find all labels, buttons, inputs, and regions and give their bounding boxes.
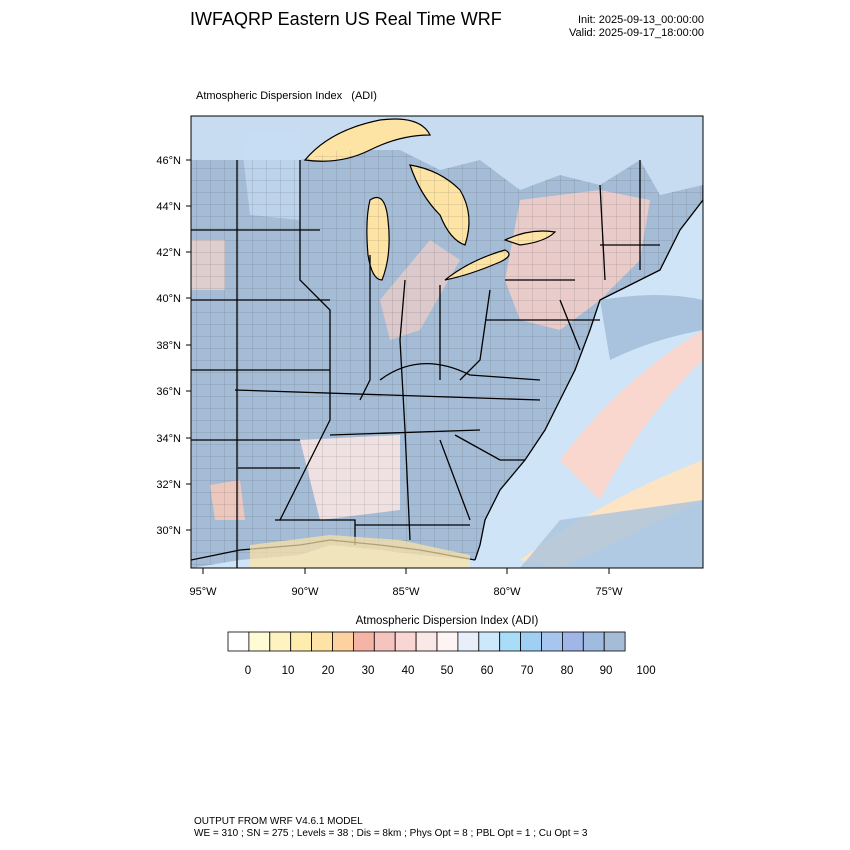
ocean-blue-patch <box>600 295 703 360</box>
lat-label-32: 32°N <box>156 479 181 491</box>
colorbar-box <box>290 631 313 652</box>
lat-label-40: 40°N <box>156 293 181 305</box>
colorbar-box <box>394 631 417 652</box>
lat-label-30: 30°N <box>156 525 181 537</box>
cbar-label-40: 40 <box>402 665 415 677</box>
cbar-label-30: 30 <box>362 665 375 677</box>
lat-label-36: 36°N <box>156 386 181 398</box>
county-boundaries <box>191 150 703 568</box>
cbar-label-0: 0 <box>245 665 251 677</box>
colorbar-box <box>562 631 584 652</box>
colorbar-box <box>227 631 250 652</box>
cbar-label-80: 80 <box>561 665 574 677</box>
coastline <box>474 185 703 561</box>
cbar-label-20: 20 <box>322 665 335 677</box>
colorbar-box <box>311 631 333 652</box>
footer-config-line: WE = 310 ; SN = 275 ; Levels = 38 ; Dis … <box>194 828 588 839</box>
colorbar-box <box>415 631 438 652</box>
colorbar-box <box>541 631 563 652</box>
gulf-coast-strip <box>250 535 470 568</box>
colorbar <box>227 631 626 652</box>
cbar-label-90: 90 <box>600 665 613 677</box>
main-title: IWFAQRP Eastern US Real Time WRF <box>190 9 502 29</box>
colorbar-box <box>457 631 480 652</box>
canada-land <box>191 116 703 195</box>
lat-label-46: 46°N <box>156 155 181 167</box>
colorbar-box <box>436 631 459 652</box>
lon-tick <box>202 568 610 574</box>
colorbar-box <box>582 631 605 652</box>
colorbar-box <box>332 631 354 652</box>
colorbar-box <box>373 631 396 652</box>
lon-label-80: 80°W <box>493 586 521 598</box>
lon-axis: 95°W 90°W 85°W 80°W 75°W <box>189 568 623 598</box>
plot-title: Atmospheric Dispersion Index (ADI) <box>196 90 377 102</box>
lat-label-34: 34°N <box>156 433 181 445</box>
lon-label-85: 85°W <box>392 586 420 598</box>
cbar-label-10: 10 <box>282 665 295 677</box>
lat-tick <box>186 159 191 531</box>
cbar-label-50: 50 <box>441 665 454 677</box>
lon-label-90: 90°W <box>291 586 319 598</box>
colorbar-box <box>520 631 542 652</box>
ocean-warm-band <box>560 330 703 500</box>
map-area <box>191 116 703 568</box>
lat-label-44: 44°N <box>156 201 181 213</box>
colorbar-box <box>269 631 292 652</box>
cbar-label-60: 60 <box>481 665 494 677</box>
cbar-label-70: 70 <box>521 665 534 677</box>
init-time: Init: 2025-09-13_00:00:00 <box>578 14 704 26</box>
colorbar-box <box>352 631 375 652</box>
lon-label-75: 75°W <box>595 586 623 598</box>
ocean-blue-patch-2 <box>520 500 703 568</box>
lat-axis: 46°N 44°N 42°N 40°N 38°N 36°N 34°N 32°N … <box>156 155 191 537</box>
lon-label-95: 95°W <box>189 586 217 598</box>
valid-time: Valid: 2025-09-17_18:00:00 <box>569 27 704 39</box>
lat-label-38: 38°N <box>156 340 181 352</box>
colorbar-title: Atmospheric Dispersion Index (ADI) <box>355 615 539 627</box>
colorbar-box <box>478 631 501 652</box>
footer-model-line: OUTPUT FROM WRF V4.6.1 MODEL <box>194 816 363 827</box>
colorbar-box <box>499 631 522 652</box>
colorbar-box <box>603 631 626 652</box>
plot-frame <box>190 115 704 569</box>
lat-label-42: 42°N <box>156 247 181 259</box>
cbar-label-100: 100 <box>636 665 655 677</box>
state-boundaries <box>191 160 660 568</box>
colorbar-labels: 0 10 20 30 40 50 60 70 80 90 100 <box>245 665 656 677</box>
colorbar-box <box>248 631 271 652</box>
